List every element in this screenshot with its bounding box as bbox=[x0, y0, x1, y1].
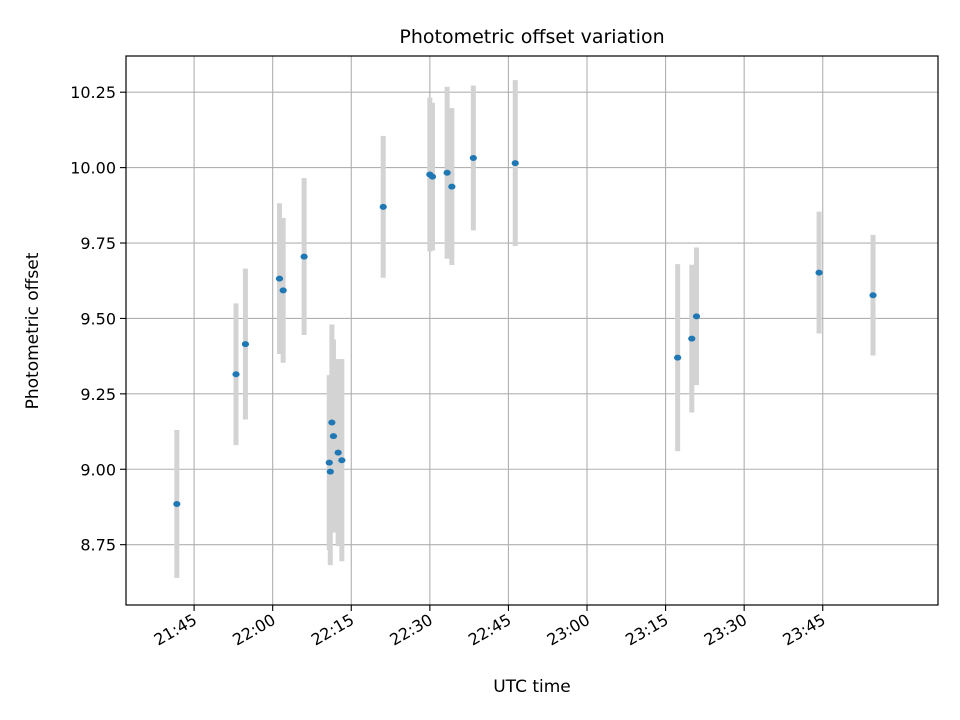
data-point bbox=[329, 433, 338, 440]
data-point bbox=[815, 269, 823, 276]
y-tick-label: 8.75 bbox=[80, 536, 116, 555]
plot-frame bbox=[125, 55, 939, 606]
y-tick-label: 9.25 bbox=[80, 385, 116, 404]
y-tick-label: 10.00 bbox=[70, 159, 116, 178]
data-point bbox=[275, 275, 284, 282]
data-point bbox=[688, 335, 696, 342]
chart-title: Photometric offset variation bbox=[399, 26, 664, 48]
data-point bbox=[232, 371, 240, 378]
data-point bbox=[328, 419, 336, 426]
data-point bbox=[443, 169, 451, 176]
data-point bbox=[692, 313, 701, 320]
x-axis-label: UTC time bbox=[493, 677, 571, 697]
data-point bbox=[869, 292, 877, 299]
data-point bbox=[338, 457, 346, 464]
grid bbox=[126, 56, 938, 605]
data-point bbox=[326, 468, 334, 475]
y-tick-label: 10.25 bbox=[70, 83, 116, 102]
data-point bbox=[173, 500, 181, 507]
data-point bbox=[300, 253, 308, 260]
data-point bbox=[379, 203, 387, 210]
y-axis-label: Photometric offset bbox=[23, 252, 43, 409]
data-point bbox=[428, 173, 437, 180]
data-point bbox=[511, 160, 519, 167]
data-point bbox=[325, 459, 333, 466]
data-points bbox=[173, 154, 877, 507]
data-point bbox=[448, 183, 456, 190]
data-point bbox=[334, 449, 342, 456]
y-axis-ticks: 8.75 9.00 9.25 9.50 9.75 10.00 10.25 bbox=[70, 83, 126, 555]
y-tick-label: 9.00 bbox=[80, 460, 116, 479]
y-tick-label: 9.75 bbox=[80, 234, 116, 253]
data-point bbox=[469, 154, 477, 161]
data-point bbox=[674, 354, 682, 361]
data-point bbox=[241, 341, 250, 348]
y-tick-label: 9.50 bbox=[80, 309, 116, 328]
data-point bbox=[279, 287, 287, 294]
